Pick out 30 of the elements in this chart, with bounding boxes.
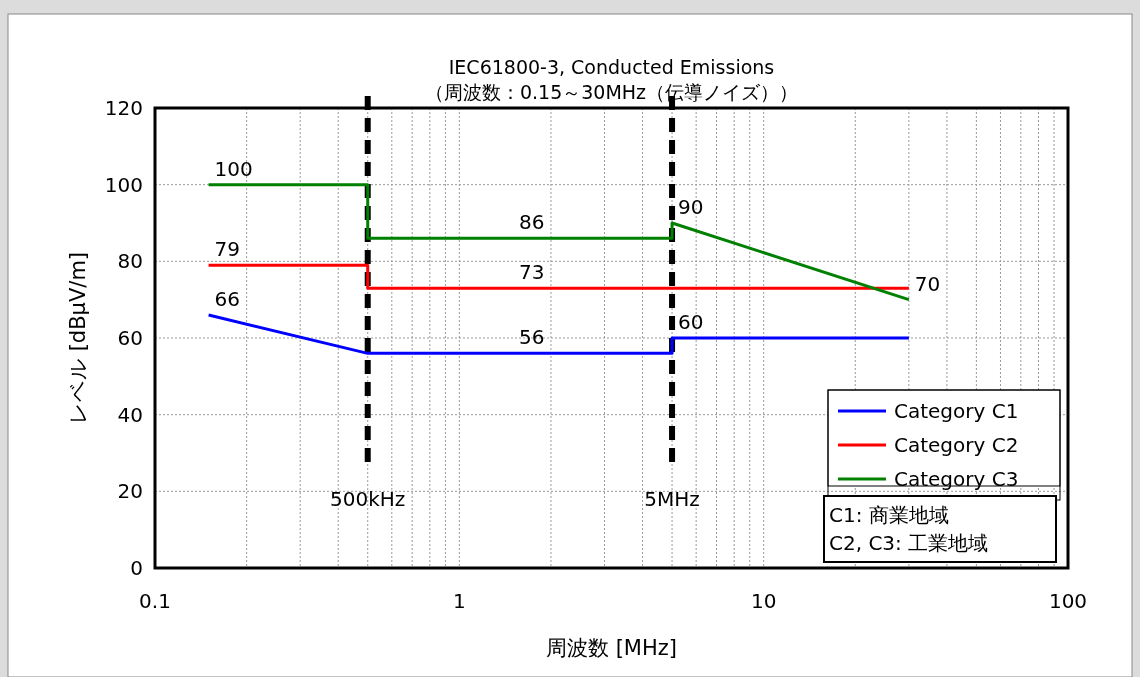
x-tick-label: 100 [1048, 589, 1088, 613]
x-tick-label: 10 [750, 589, 777, 613]
annotation: 79 [214, 237, 241, 262]
x-tick-label: 1 [452, 589, 466, 613]
y-tick-label: 80 [117, 249, 143, 274]
annotation: 86 [518, 210, 545, 235]
annotation: 60 [678, 310, 704, 334]
annotation: 70 [914, 271, 941, 296]
annotation: 73 [518, 260, 545, 285]
x-tick-label: 0.1 [139, 589, 171, 613]
annotation: 90 [678, 195, 704, 219]
legend-label: Category C2 [894, 433, 1019, 457]
ref-line-label: 5MHz [644, 487, 700, 511]
x-axis-title: 周波数 [MHz] [546, 636, 677, 660]
y-tick-label: 60 [117, 326, 143, 350]
chart-title: IEC61800-3, Conducted Emissions [448, 56, 775, 78]
annotation: C1: 商業地域 [829, 503, 949, 527]
annotation: 100 [214, 156, 253, 181]
legend-label: Category C3 [894, 467, 1019, 491]
ref-line-label: 500kHz [330, 487, 406, 511]
y-tick-label: 0 [130, 556, 143, 580]
y-tick-label: 100 [104, 172, 143, 197]
annotation: C2, C3: 工業地域 [829, 531, 989, 555]
annotation: 56 [518, 325, 545, 350]
y-tick-label: 120 [104, 96, 143, 120]
y-tick-label: 40 [117, 402, 143, 427]
annotation: 66 [214, 287, 241, 311]
legend-label: Category C1 [894, 399, 1019, 423]
y-tick-label: 20 [117, 479, 143, 504]
y-axis-title: レベル [dBμV/m] [66, 251, 90, 425]
